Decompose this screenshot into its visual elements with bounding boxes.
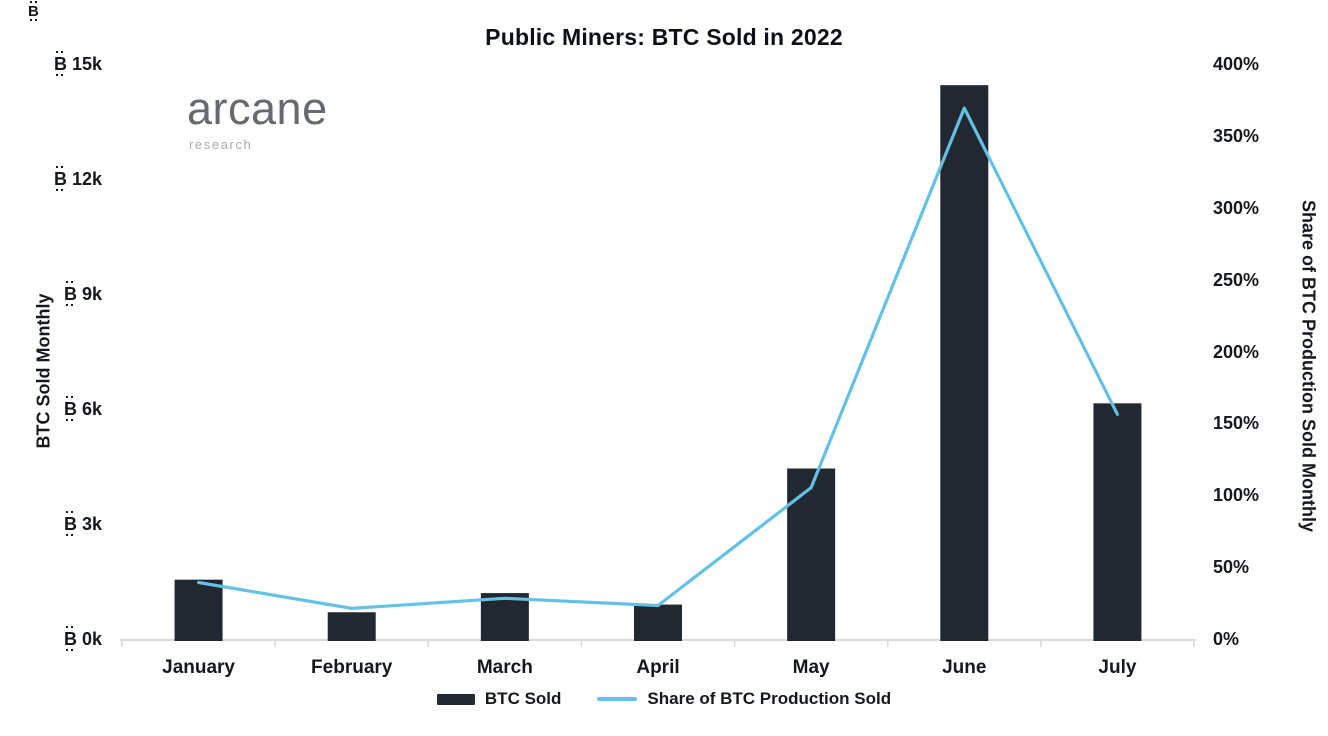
bitcoin-symbol: B	[63, 626, 77, 651]
bar-april	[634, 604, 682, 641]
bar-july	[1093, 403, 1142, 641]
month-label-june: June	[942, 657, 987, 678]
bar-january	[174, 579, 223, 641]
month-label-january: January	[162, 657, 235, 678]
bitcoin-symbol: B	[53, 51, 67, 76]
legend: BTC Sold Share of BTC Production Sold	[0, 689, 1328, 709]
right-axis-tick-300%: 300%	[1213, 197, 1260, 218]
right-axis-tick-50%: 50%	[1213, 557, 1250, 578]
bar-may	[787, 468, 836, 641]
right-axis-tick-100%: 100%	[1213, 485, 1260, 506]
tick-value: 12k	[71, 169, 102, 189]
arcane-logo: arcane research	[187, 86, 328, 151]
bar-february	[327, 612, 376, 641]
bitcoin-symbol: B	[63, 511, 77, 536]
legend-bar-swatch	[436, 693, 475, 705]
left-axis-tick-9k: B 9k	[20, 281, 102, 306]
legend-item-share: Share of BTC Production Sold	[597, 689, 891, 709]
share-of-production-line	[196, 106, 1120, 610]
legend-item-btc-sold: BTC Sold	[436, 689, 562, 709]
tick-value: 6k	[81, 399, 102, 419]
bar-march	[480, 593, 529, 641]
right-axis-tick-400%: 400%	[1213, 54, 1260, 74]
logo-subtitle: research	[189, 137, 253, 152]
logo-wordmark: arcane	[187, 83, 328, 134]
right-axis-tick-200%: 200%	[1213, 341, 1260, 362]
tick-value: 15k	[71, 54, 102, 74]
legend-line-swatch	[597, 697, 638, 701]
tick-value: 0k	[81, 629, 102, 649]
right-axis-tick-350%: 350%	[1213, 125, 1260, 146]
left-axis-tick-12k: B 12k	[20, 166, 102, 191]
bar-june	[940, 85, 989, 641]
right-axis-title: Share of BTC Production Sold Monthly	[1298, 200, 1319, 532]
bitcoin-symbol: B	[63, 281, 77, 306]
bitcoin-symbol: B	[63, 396, 77, 421]
legend-label-share: Share of BTC Production Sold	[647, 689, 892, 708]
month-label-march: March	[476, 657, 533, 678]
month-label-february: February	[311, 657, 393, 678]
month-label-july: July	[1098, 657, 1137, 678]
left-axis-tick-15k: B 15k	[20, 51, 102, 76]
left-axis-title: BTC Sold Monthly	[33, 293, 54, 449]
right-axis-tick-0%: 0%	[1213, 629, 1240, 649]
left-axis-tick-6k: B 6k	[20, 396, 102, 421]
right-axis-tick-150%: 150%	[1213, 413, 1260, 434]
right-axis-tick-250%: 250%	[1213, 269, 1260, 290]
left-axis-tick-3k: B 3k	[20, 511, 102, 536]
chart-title: Public Miners: BTC Sold in 2022	[485, 24, 843, 50]
legend-label-btc-sold: BTC Sold	[484, 689, 562, 708]
left-axis-tick-0k: B 0k	[20, 626, 102, 651]
month-label-may: May	[792, 657, 830, 678]
tick-value: 9k	[81, 284, 102, 304]
month-label-april: April	[636, 657, 680, 678]
tick-value: 3k	[81, 514, 102, 534]
bitcoin-symbol: B	[28, 1, 39, 21]
bitcoin-symbol: B	[53, 166, 67, 191]
